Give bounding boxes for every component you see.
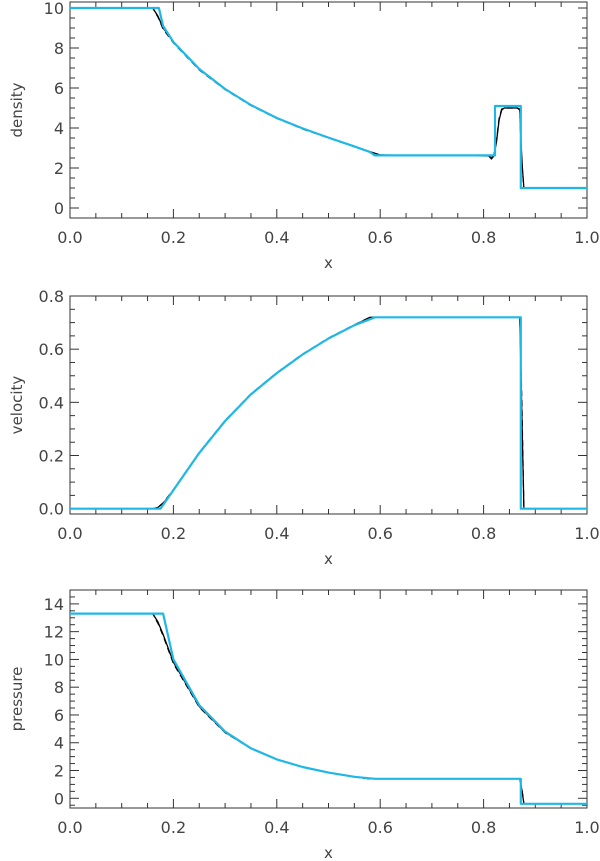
pressure-xtick-label-1: 0.2 xyxy=(161,818,186,837)
density-plot-frame xyxy=(69,1,588,219)
velocity-ytick-label-3: 0.6 xyxy=(39,340,64,359)
density-ytick-label-1: 2 xyxy=(54,159,64,178)
density-xtick-label-0: 0.0 xyxy=(57,228,82,247)
density-ytick-label-4: 8 xyxy=(54,39,64,58)
velocity-ytick-label-2: 0.4 xyxy=(39,393,64,412)
velocity-plot-frame xyxy=(69,295,588,515)
density-xtick-label-3: 0.6 xyxy=(367,228,392,247)
pressure-series-exact-cyan xyxy=(70,612,587,805)
density-xtick-label-2: 0.4 xyxy=(264,228,289,247)
velocity-ytick-label-0: 0.0 xyxy=(39,500,64,519)
pressure-plot-frame xyxy=(69,589,588,809)
velocity-xtick-label-0: 0.0 xyxy=(57,524,82,543)
pressure-ytick-label-5: 10 xyxy=(44,650,64,669)
pressure-ytick-label-2: 4 xyxy=(54,734,64,753)
density-xtick-label-1: 0.2 xyxy=(161,228,186,247)
pressure-xtick-label-4: 0.8 xyxy=(471,818,496,837)
pressure-xtick-label-3: 0.6 xyxy=(367,818,392,837)
pressure-ytick-label-4: 8 xyxy=(54,678,64,697)
density-ytick-label-5: 10 xyxy=(44,0,64,18)
velocity-series-exact-cyan xyxy=(70,316,587,510)
velocity-x-axis-label: x xyxy=(324,550,333,568)
density-x-axis-label: x xyxy=(324,254,333,272)
pressure-series-solid-black xyxy=(70,612,587,805)
velocity-series-solid-black xyxy=(70,316,587,510)
density-xtick-label-5: 1.0 xyxy=(574,228,599,247)
pressure-panel: 0.0 0.2 0.4 0.6 0.8 1.0 0 2 4 6 8 10 12 … xyxy=(8,589,600,861)
pressure-y-axis-label: pressure xyxy=(8,667,26,732)
pressure-xtick-label-5: 1.0 xyxy=(574,818,599,837)
density-ytick-label-0: 0 xyxy=(54,199,64,218)
velocity-series-dashed-black xyxy=(70,316,587,510)
pressure-ytick-label-3: 6 xyxy=(54,706,64,725)
velocity-xtick-label-2: 0.4 xyxy=(264,524,289,543)
density-xtick-label-4: 0.8 xyxy=(471,228,496,247)
velocity-xtick-label-3: 0.6 xyxy=(367,524,392,543)
velocity-xtick-label-5: 1.0 xyxy=(574,524,599,543)
velocity-xtick-label-4: 0.8 xyxy=(471,524,496,543)
density-panel: 0.0 0.2 0.4 0.6 0.8 1.0 0 2 4 6 8 10 x d… xyxy=(8,0,600,272)
density-ytick-label-2: 4 xyxy=(54,119,64,138)
density-series-exact-cyan xyxy=(70,6,587,190)
pressure-ytick-label-1: 2 xyxy=(54,762,64,781)
density-series-solid-black xyxy=(70,7,587,189)
pressure-series-dashed-black xyxy=(70,612,587,805)
velocity-xtick-label-1: 0.2 xyxy=(161,524,186,543)
density-ytick-label-3: 6 xyxy=(54,79,64,98)
pressure-ytick-label-7: 14 xyxy=(44,595,64,614)
pressure-ytick-label-0: 0 xyxy=(54,789,64,808)
density-series-dashed-black xyxy=(70,7,587,189)
pressure-xtick-label-0: 0.0 xyxy=(57,818,82,837)
velocity-y-axis-label: velocity xyxy=(8,376,26,435)
velocity-ytick-label-1: 0.2 xyxy=(39,447,64,466)
density-y-axis-label: density xyxy=(8,82,26,137)
pressure-xtick-label-2: 0.4 xyxy=(264,818,289,837)
velocity-panel: 0.0 0.2 0.4 0.6 0.8 1.0 0.0 0.2 0.4 0.6 … xyxy=(8,287,600,568)
pressure-ytick-label-6: 12 xyxy=(44,623,64,642)
velocity-ytick-label-4: 0.8 xyxy=(39,287,64,306)
pressure-x-axis-label: x xyxy=(324,844,333,861)
